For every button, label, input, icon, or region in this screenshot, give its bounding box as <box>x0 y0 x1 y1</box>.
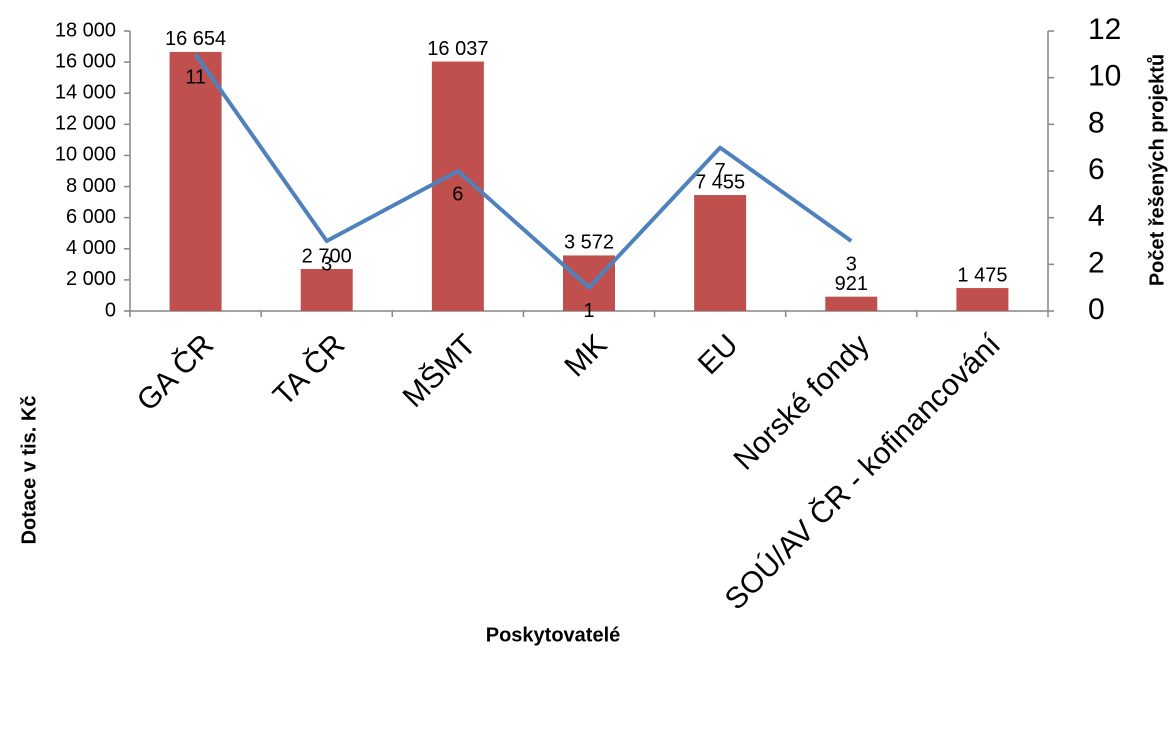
x-tick-label: MŠMT <box>396 328 482 414</box>
y-tick-label: 14 000 <box>55 82 116 104</box>
line-value-label: 7 <box>715 160 726 182</box>
y2-tick-label: 2 <box>1088 246 1105 279</box>
bar <box>694 195 747 311</box>
y2-tick-label: 6 <box>1088 153 1105 186</box>
y-tick-label: 18 000 <box>55 19 116 41</box>
line-value-label: 3 <box>321 253 332 275</box>
x-tick-label: EU <box>692 328 745 381</box>
y-tick-label: 8 000 <box>66 175 116 197</box>
line-value-label: 1 <box>583 300 594 322</box>
y2-tick-label: 0 <box>1088 293 1105 326</box>
y-tick-label: 4 000 <box>66 237 116 259</box>
x-tick-label: GA ČR <box>130 328 220 418</box>
bar-value-label: 16 654 <box>165 28 226 50</box>
x-tick-label: TA ČR <box>266 328 351 413</box>
bar-value-label: 7 455 <box>695 171 745 193</box>
bar <box>169 51 222 312</box>
y2-axis-title: Počet řešených projektů <box>1146 54 1168 286</box>
y2-tick-label: 4 <box>1088 200 1105 233</box>
bar-value-label: 16 037 <box>427 38 488 60</box>
x-tick-label: MK <box>558 328 613 383</box>
line-value-label: 6 <box>452 183 463 205</box>
y2-tick-label: 8 <box>1088 106 1105 139</box>
bar <box>825 296 878 311</box>
y-tick-label: 16 000 <box>55 50 116 72</box>
bar-value-label: 2 700 <box>302 245 352 267</box>
y-tick-label: 12 000 <box>55 113 116 135</box>
bar-value-label: 1 475 <box>957 264 1007 286</box>
y-tick-label: 6 000 <box>66 206 116 228</box>
y2-tick-label: 12 <box>1088 13 1121 46</box>
line-value-label: 11 <box>185 67 206 89</box>
bar-value-label: 921 <box>835 273 868 295</box>
y-tick-label: 2 000 <box>66 268 116 290</box>
line <box>193 53 853 290</box>
bar-value-label: 3 572 <box>564 232 614 254</box>
y2-tick-label: 10 <box>1088 60 1121 93</box>
y-tick-label: 10 000 <box>55 144 116 166</box>
y-axis-title: Dotace v tis. Kč <box>18 396 40 545</box>
y-tick-label: 0 <box>105 299 116 321</box>
x-tick-label: Norské fondy <box>728 328 876 476</box>
bar <box>300 269 353 311</box>
x-axis-title: Poskytovatelé <box>486 624 621 646</box>
x-tick-label: SOÚ/AV ČR - kofinancování <box>718 327 1007 616</box>
bar <box>563 255 615 311</box>
line-value-label: 3 <box>846 253 857 275</box>
bar <box>956 288 1009 311</box>
